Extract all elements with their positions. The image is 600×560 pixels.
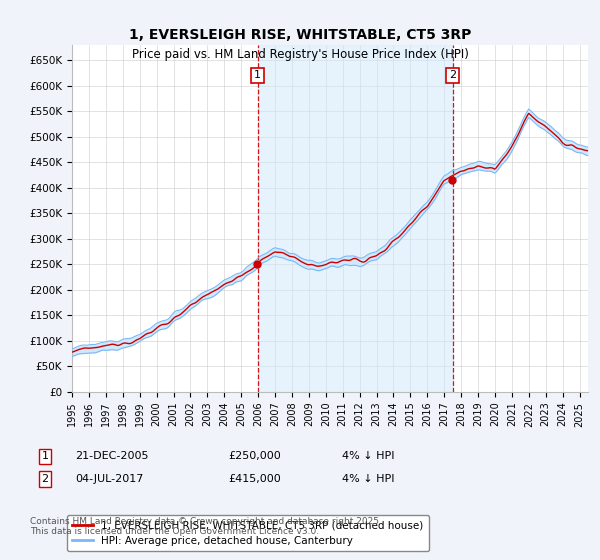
Text: 2: 2 — [41, 474, 49, 484]
Text: 1: 1 — [254, 71, 261, 81]
Text: 1: 1 — [41, 451, 49, 461]
Text: 2: 2 — [449, 71, 456, 81]
Legend: 1, EVERSLEIGH RISE, WHITSTABLE, CT5 3RP (detached house), HPI: Average price, de: 1, EVERSLEIGH RISE, WHITSTABLE, CT5 3RP … — [67, 515, 429, 551]
Text: Contains HM Land Registry data © Crown copyright and database right 2025.
This d: Contains HM Land Registry data © Crown c… — [30, 517, 382, 536]
Text: £250,000: £250,000 — [228, 451, 281, 461]
Text: £415,000: £415,000 — [228, 474, 281, 484]
Text: 4% ↓ HPI: 4% ↓ HPI — [342, 474, 395, 484]
Bar — [257, 45, 452, 392]
Text: 4% ↓ HPI: 4% ↓ HPI — [342, 451, 395, 461]
Text: 21-DEC-2005: 21-DEC-2005 — [75, 451, 149, 461]
Text: 1, EVERSLEIGH RISE, WHITSTABLE, CT5 3RP: 1, EVERSLEIGH RISE, WHITSTABLE, CT5 3RP — [129, 28, 471, 42]
Text: Price paid vs. HM Land Registry's House Price Index (HPI): Price paid vs. HM Land Registry's House … — [131, 48, 469, 60]
Text: 04-JUL-2017: 04-JUL-2017 — [75, 474, 143, 484]
